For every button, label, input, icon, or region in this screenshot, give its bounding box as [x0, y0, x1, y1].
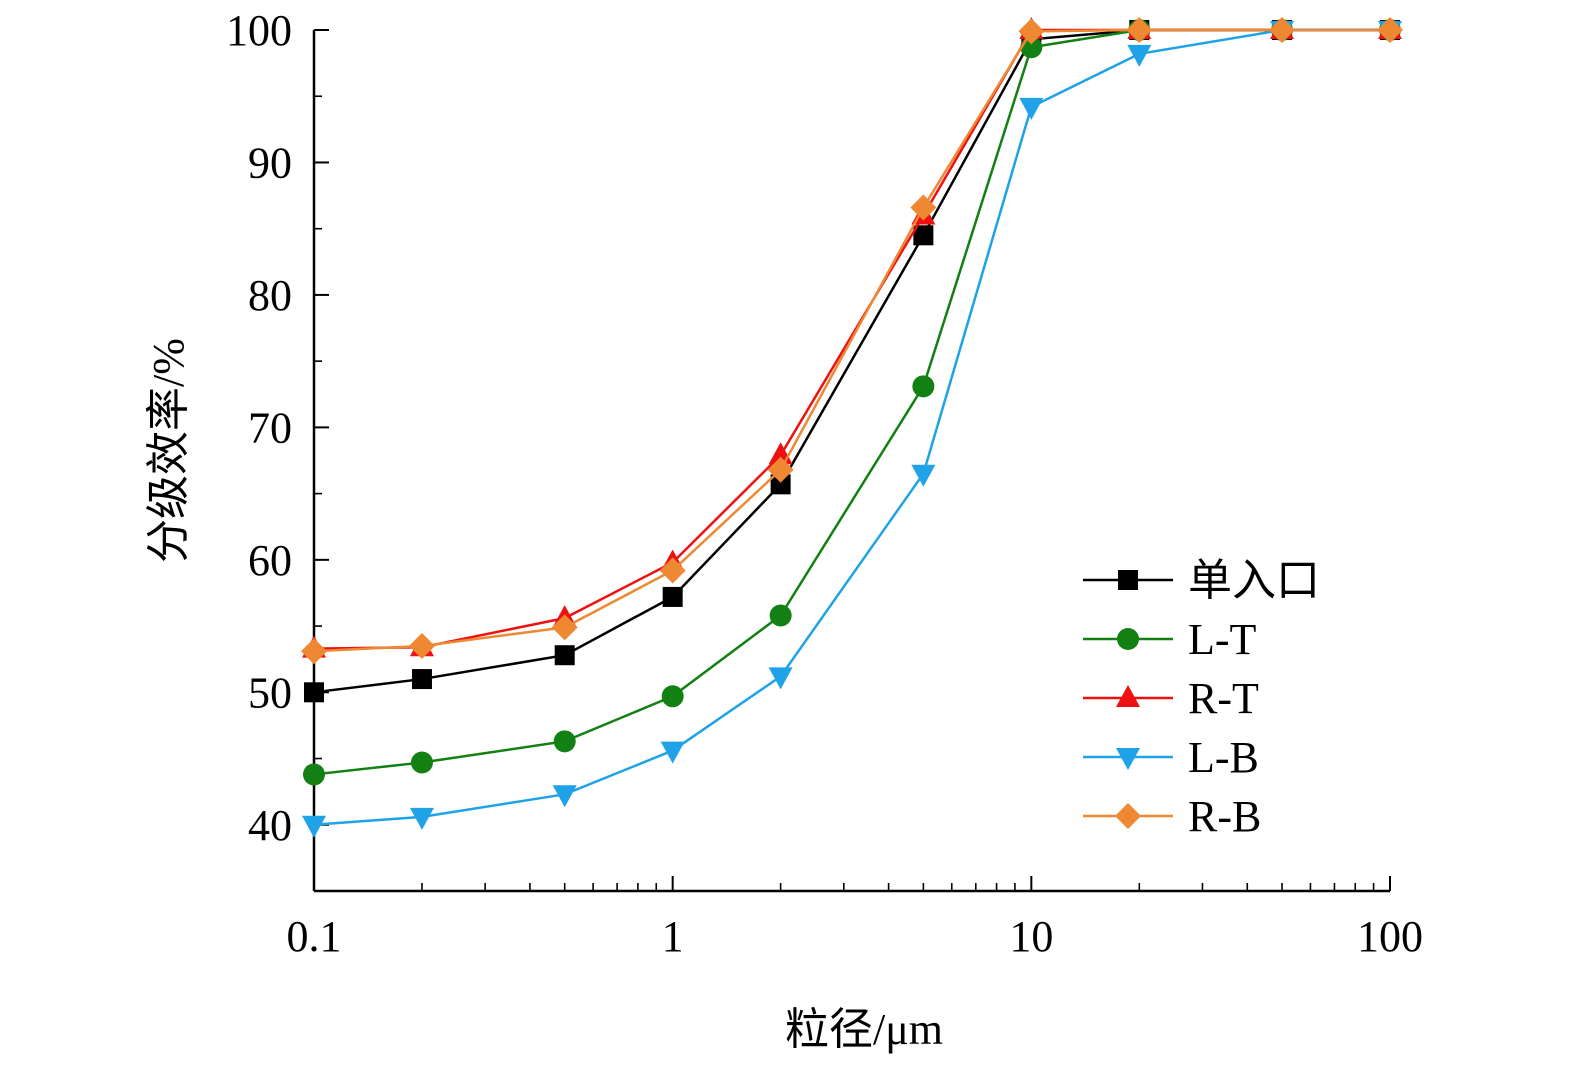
data-point	[661, 685, 684, 708]
data-point	[554, 645, 575, 666]
legend-label: R-B	[1188, 792, 1261, 841]
legend-label: R-T	[1188, 674, 1259, 723]
data-point	[411, 669, 432, 690]
data-point	[1019, 97, 1044, 120]
data-point	[770, 474, 791, 495]
y-tick-label: 70	[248, 403, 292, 452]
legend-item: L-B	[1083, 733, 1259, 782]
data-point	[913, 225, 934, 246]
legend-swatch-marker	[1115, 803, 1141, 829]
data-point	[303, 763, 325, 786]
series-line	[313, 28, 1390, 827]
data-point	[659, 557, 686, 584]
y-tick-label: 80	[248, 271, 292, 320]
legend-label: 单入口	[1188, 556, 1320, 605]
legend-swatch-marker	[1117, 628, 1139, 650]
data-point	[1127, 44, 1152, 67]
data-point	[910, 194, 937, 221]
y-tick-label: 60	[248, 536, 292, 585]
data-point	[410, 751, 433, 774]
y-tick-label: 100	[226, 6, 292, 55]
legend-item: R-T	[1083, 674, 1259, 723]
data-point	[1126, 17, 1153, 43]
series-4	[301, 17, 1403, 665]
y-tick-label: 90	[248, 138, 292, 187]
series-line	[313, 28, 1390, 653]
y-tick-label: 40	[248, 801, 292, 850]
data-point	[304, 682, 324, 703]
data-point	[302, 815, 326, 838]
x-tick-label: 10	[1009, 912, 1053, 961]
data-point	[660, 741, 685, 764]
y-axis-title: 分级效率/%	[144, 338, 193, 563]
data-point	[552, 785, 577, 808]
data-point	[662, 586, 683, 607]
legend-swatch-marker	[1116, 748, 1140, 770]
x-tick-label: 1	[662, 912, 684, 961]
data-point	[769, 604, 792, 627]
series-layer	[301, 17, 1403, 838]
legend: 单入口 L-T R-T L-B R-B	[1083, 556, 1320, 841]
legend-label: L-T	[1188, 615, 1257, 664]
legend-label: L-B	[1188, 733, 1259, 782]
data-point	[409, 807, 434, 830]
data-point	[408, 632, 435, 659]
data-point	[768, 667, 793, 690]
data-point	[1269, 17, 1296, 43]
data-point	[911, 464, 936, 487]
legend-item: 单入口	[1083, 556, 1320, 605]
data-point	[551, 614, 578, 641]
x-tick-label: 0.1	[287, 912, 342, 961]
data-point	[1377, 17, 1403, 43]
x-axis-title: 粒径/μm	[785, 1005, 943, 1054]
data-point	[1018, 18, 1045, 45]
data-point	[912, 375, 935, 398]
data-point	[553, 730, 576, 753]
legend-swatch-marker	[1116, 685, 1140, 707]
axes: 0.1 1 10 100 40 50 60 70 80 90 100	[226, 6, 1423, 961]
x-tick-label: 100	[1357, 912, 1423, 961]
legend-swatch-marker	[1118, 570, 1138, 590]
data-point	[301, 638, 327, 665]
y-tick-label: 50	[248, 668, 292, 717]
legend-item: R-B	[1083, 792, 1261, 841]
data-point	[767, 456, 794, 483]
legend-item: L-T	[1083, 615, 1257, 664]
